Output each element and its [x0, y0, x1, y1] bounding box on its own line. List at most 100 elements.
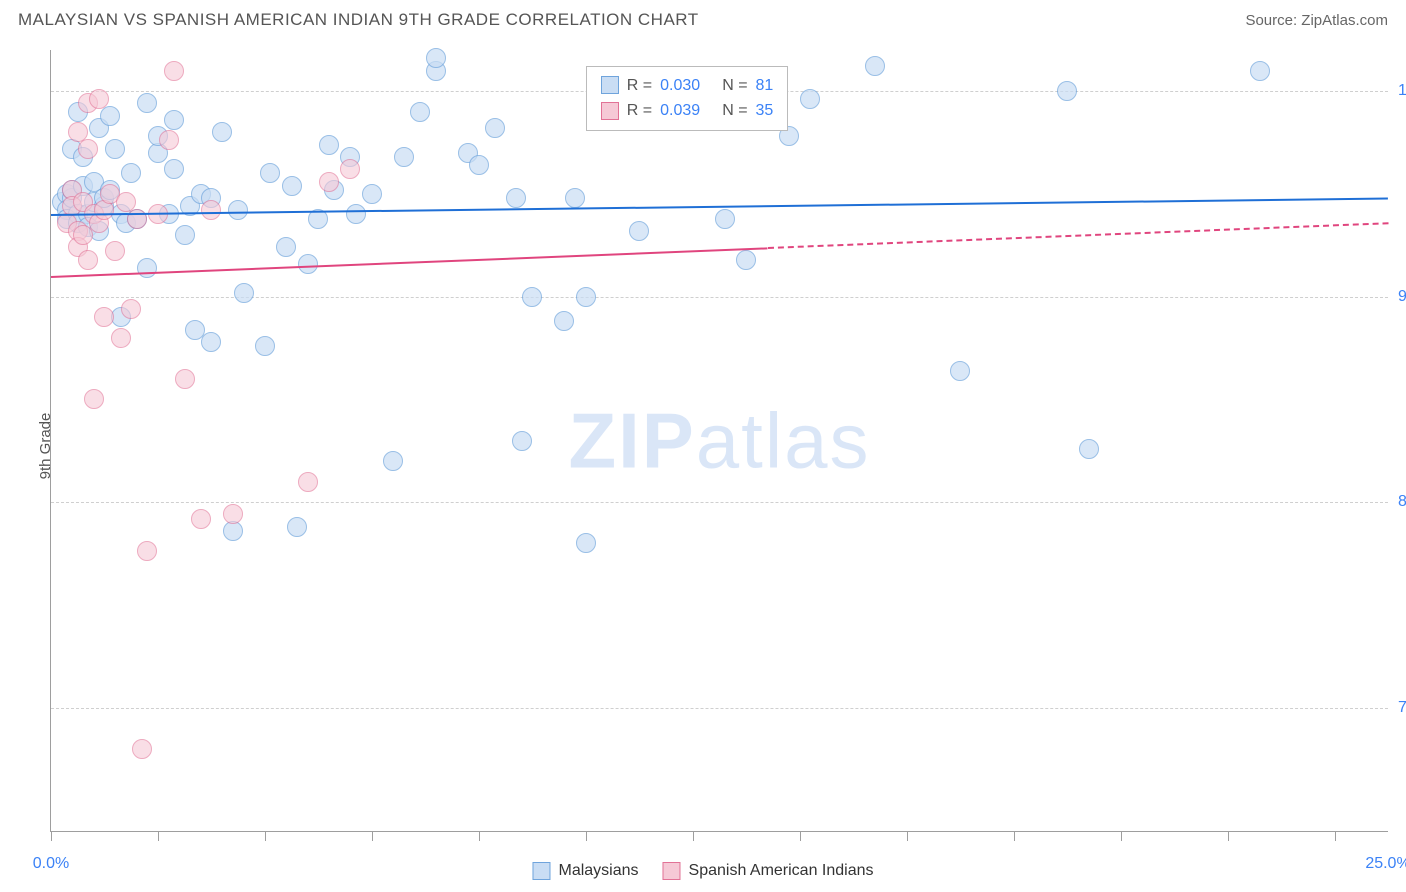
stats-row-spanish: R = 0.039 N = 35: [601, 98, 774, 124]
malaysians-point: [950, 361, 970, 381]
n-value: 81: [756, 73, 774, 99]
malaysians-point: [260, 163, 280, 183]
watermark-zip: ZIP: [568, 396, 695, 484]
spanish-point: [319, 172, 339, 192]
spanish-point: [159, 130, 179, 150]
r-label: R =: [627, 73, 652, 99]
malaysians-point: [287, 517, 307, 537]
legend-label: Malaysians: [558, 862, 638, 880]
malaysians-point: [164, 159, 184, 179]
x-tick: [479, 831, 480, 841]
x-tick: [372, 831, 373, 841]
malaysians-point: [576, 287, 596, 307]
x-tick: [1121, 831, 1122, 841]
malaysians-point: [865, 56, 885, 76]
malaysians-point: [100, 106, 120, 126]
spanish-point: [84, 389, 104, 409]
spanish-point: [164, 61, 184, 81]
spanish-point: [121, 299, 141, 319]
malaysians-point: [276, 237, 296, 257]
legend-item-spanish: Spanish American Indians: [663, 862, 874, 880]
spanish-point: [132, 739, 152, 759]
spanish-point: [340, 159, 360, 179]
r-value: 0.039: [660, 98, 700, 124]
x-tick: [265, 831, 266, 841]
malaysians-point: [506, 188, 526, 208]
plot-area: ZIPatlas 70.0%80.0%90.0%100.0%0.0%25.0%R…: [50, 50, 1388, 832]
spanish-point: [94, 307, 114, 327]
malaysians-point: [522, 287, 542, 307]
malaysians-point: [164, 110, 184, 130]
x-tick-label: 0.0%: [33, 855, 69, 873]
spanish-point: [111, 328, 131, 348]
x-tick: [586, 831, 587, 841]
malaysians-swatch: [601, 76, 619, 94]
spanish-trendline: [51, 247, 768, 278]
malaysians-point: [554, 311, 574, 331]
malaysians-point: [1057, 81, 1077, 101]
spanish-point: [78, 250, 98, 270]
spanish-point: [105, 241, 125, 261]
spanish-swatch: [663, 862, 681, 880]
malaysians-point: [105, 139, 125, 159]
n-label: N =: [722, 98, 747, 124]
chart-area: ZIPatlas 70.0%80.0%90.0%100.0%0.0%25.0%R…: [50, 50, 1388, 832]
malaysians-point: [410, 102, 430, 122]
legend-item-malaysians: Malaysians: [532, 862, 638, 880]
x-tick: [1228, 831, 1229, 841]
spanish-point: [137, 541, 157, 561]
malaysians-point: [121, 163, 141, 183]
malaysians-point: [228, 200, 248, 220]
malaysians-point: [800, 89, 820, 109]
gridline: [51, 502, 1388, 503]
source-label: Source: ZipAtlas.com: [1245, 12, 1388, 29]
x-tick: [158, 831, 159, 841]
malaysians-point: [426, 48, 446, 68]
r-label: R =: [627, 98, 652, 124]
malaysians-point: [469, 155, 489, 175]
malaysians-point: [736, 250, 756, 270]
malaysians-point: [298, 254, 318, 274]
x-tick: [1335, 831, 1336, 841]
x-tick: [51, 831, 52, 841]
malaysians-point: [212, 122, 232, 142]
malaysians-point: [282, 176, 302, 196]
x-tick: [693, 831, 694, 841]
malaysians-point: [383, 451, 403, 471]
y-tick-label: 80.0%: [1398, 493, 1406, 511]
spanish-point: [223, 504, 243, 524]
malaysians-point: [137, 93, 157, 113]
x-tick: [800, 831, 801, 841]
malaysians-point: [201, 332, 221, 352]
malaysians-point: [255, 336, 275, 356]
malaysians-point: [1079, 439, 1099, 459]
malaysians-point: [175, 225, 195, 245]
malaysians-point: [346, 204, 366, 224]
malaysians-point: [576, 533, 596, 553]
spanish-point: [191, 509, 211, 529]
legend-label: Spanish American Indians: [689, 862, 874, 880]
spanish-swatch: [601, 102, 619, 120]
malaysians-point: [1250, 61, 1270, 81]
correlation-stats-box: R = 0.030 N = 81 R = 0.039 N = 35: [586, 66, 789, 131]
malaysians-point: [565, 188, 585, 208]
watermark-atlas: atlas: [696, 396, 871, 484]
malaysians-point: [512, 431, 532, 451]
n-value: 35: [756, 98, 774, 124]
r-value: 0.030: [660, 73, 700, 99]
x-tick-label: 25.0%: [1365, 855, 1406, 873]
spanish-point: [175, 369, 195, 389]
malaysians-swatch: [532, 862, 550, 880]
spanish-point: [201, 200, 221, 220]
malaysians-point: [319, 135, 339, 155]
malaysians-point: [629, 221, 649, 241]
n-label: N =: [722, 73, 747, 99]
gridline: [51, 708, 1388, 709]
spanish-trendline: [768, 223, 1388, 250]
spanish-point: [89, 89, 109, 109]
x-tick: [907, 831, 908, 841]
malaysians-point: [394, 147, 414, 167]
y-tick-label: 90.0%: [1398, 288, 1406, 306]
malaysians-point: [715, 209, 735, 229]
chart-title: MALAYSIAN VS SPANISH AMERICAN INDIAN 9TH…: [18, 10, 699, 30]
